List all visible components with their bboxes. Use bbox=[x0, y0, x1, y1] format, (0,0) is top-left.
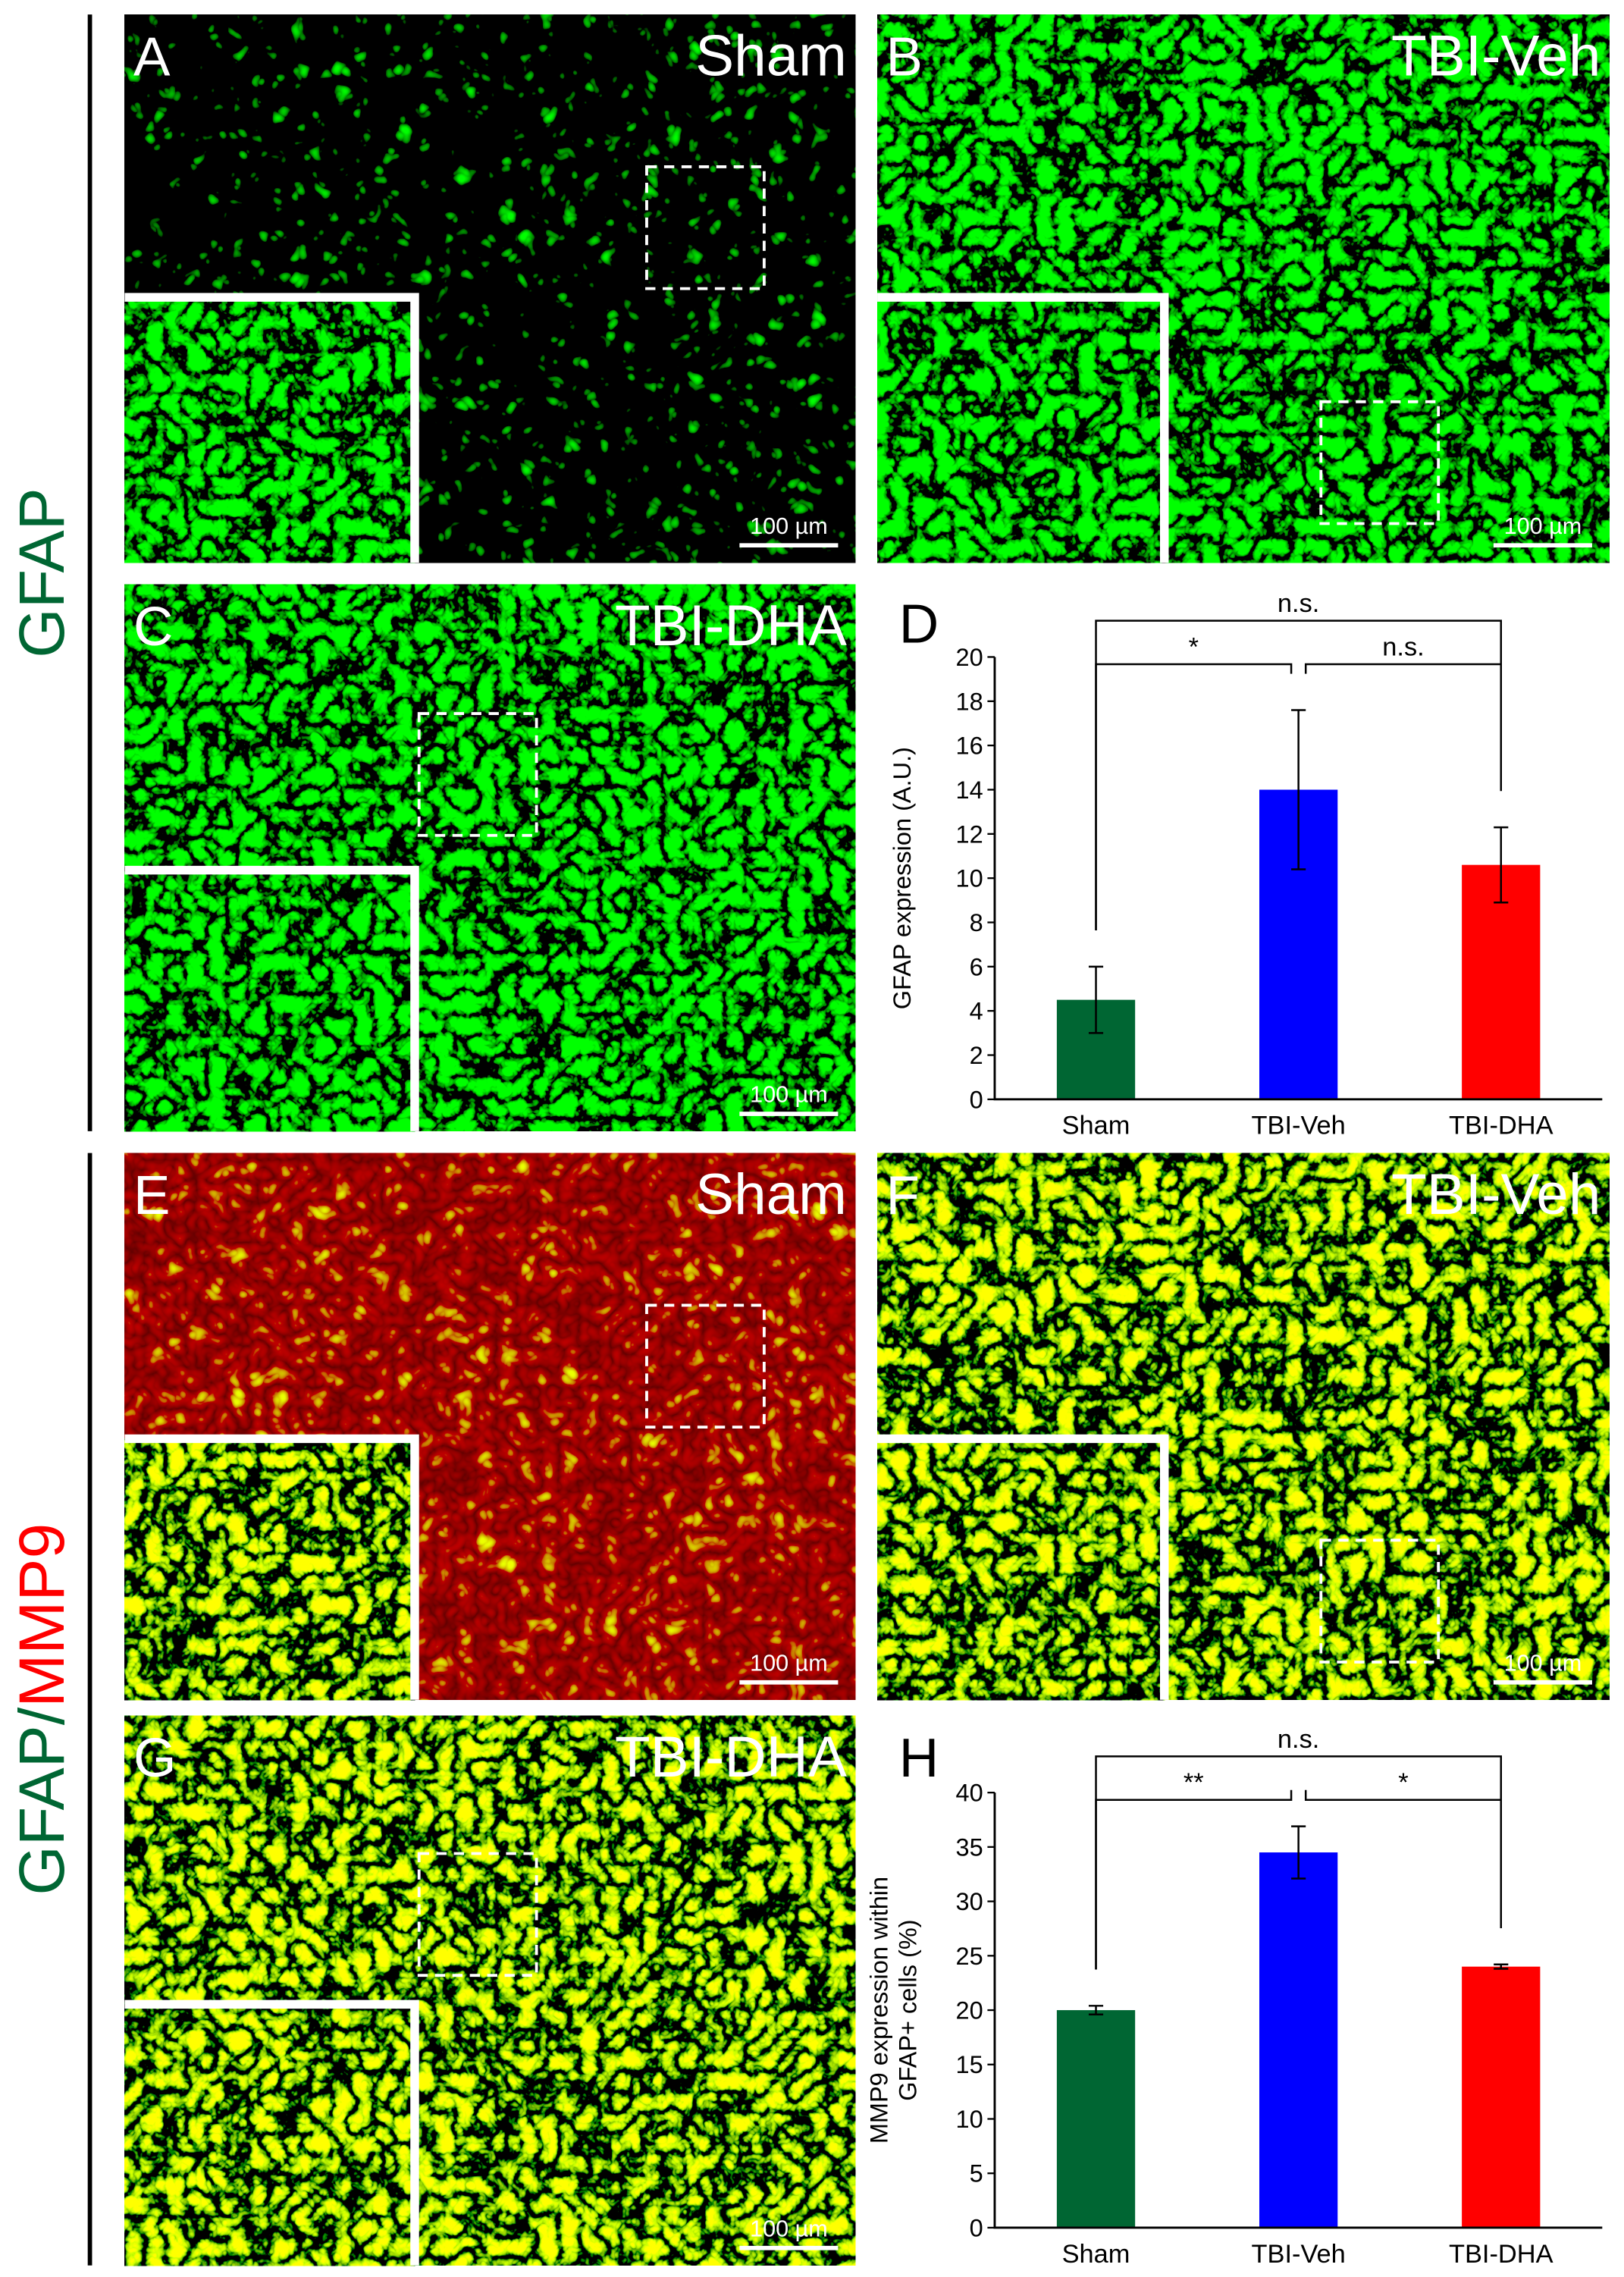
panel-letter: C bbox=[133, 596, 173, 657]
panel-letter: F bbox=[886, 1165, 920, 1226]
x-tick-label: Sham bbox=[1062, 1112, 1130, 1140]
significance-bracket bbox=[1095, 619, 1502, 931]
axes bbox=[993, 657, 1603, 1101]
row-label: GFAP/MMP9 bbox=[6, 1523, 77, 1896]
scale-label: 100 µm bbox=[750, 2216, 828, 2241]
scale-label: 100 µm bbox=[750, 1082, 828, 1108]
axes bbox=[993, 1792, 1603, 2229]
condition-label: TBI-DHA bbox=[615, 1725, 847, 1789]
row-label-part: MMP9 bbox=[6, 1523, 77, 1708]
y-tick-label: 15 bbox=[956, 2051, 983, 2078]
inset-texture bbox=[877, 1438, 1165, 1701]
zoom-region bbox=[417, 1852, 538, 1977]
inset-texture bbox=[124, 1438, 415, 1701]
bar bbox=[1462, 864, 1541, 1099]
row-label-part: / bbox=[6, 1707, 77, 1725]
y-tick-label: 12 bbox=[956, 820, 983, 848]
significance-label: n.s. bbox=[1278, 589, 1319, 618]
inset-border bbox=[124, 293, 419, 563]
panel-letter: A bbox=[133, 26, 171, 87]
zoom-region bbox=[417, 712, 538, 837]
row-label: GFAP bbox=[6, 488, 77, 657]
y-tick-label: 30 bbox=[956, 1888, 983, 1915]
significance-label: ** bbox=[1184, 1768, 1204, 1797]
significance-bracket bbox=[1304, 1789, 1502, 1928]
inset-texture bbox=[124, 2004, 415, 2266]
significance-label: * bbox=[1398, 1768, 1408, 1797]
bar bbox=[1462, 1966, 1541, 2228]
panel-letter: H bbox=[899, 1727, 939, 1789]
scale-label: 100 µm bbox=[1504, 513, 1582, 539]
y-axis-label: GFAP+ cells (%) bbox=[895, 1919, 922, 2100]
y-tick-label: 18 bbox=[956, 688, 983, 715]
condition-label: Sham bbox=[695, 24, 847, 88]
panel-letter: B bbox=[886, 26, 923, 87]
panel-letter: D bbox=[899, 593, 939, 654]
zoom-region bbox=[645, 165, 766, 290]
inset-texture bbox=[124, 297, 415, 563]
condition-label: TBI-DHA bbox=[615, 594, 847, 658]
y-tick-label: 0 bbox=[970, 1086, 983, 1113]
y-tick-label: 20 bbox=[956, 1997, 983, 2025]
row-label-part: GFAP bbox=[6, 488, 77, 657]
x-tick-label: TBI-DHA bbox=[1449, 1112, 1553, 1140]
y-tick-label: 14 bbox=[956, 776, 983, 804]
x-tick-label: Sham bbox=[1062, 2240, 1130, 2269]
x-tick-label: TBI-Veh bbox=[1251, 2240, 1345, 2269]
panel-letter: E bbox=[133, 1165, 170, 1226]
scale-label: 100 µm bbox=[750, 513, 828, 539]
condition-label: TBI-Veh bbox=[1391, 1162, 1600, 1227]
y-tick-label: 8 bbox=[970, 909, 983, 936]
y-tick-label: 25 bbox=[956, 1943, 983, 1970]
inset-texture bbox=[877, 297, 1165, 563]
y-tick-label: 20 bbox=[956, 644, 983, 671]
bar bbox=[1056, 2010, 1136, 2228]
y-tick-label: 0 bbox=[970, 2214, 983, 2241]
y-tick-label: 40 bbox=[956, 1780, 983, 1807]
inset-border bbox=[124, 865, 419, 1131]
significance-label: n.s. bbox=[1278, 1725, 1319, 1754]
panel-letter: G bbox=[133, 1727, 177, 1789]
condition-label: Sham bbox=[695, 1162, 847, 1227]
y-tick-label: 4 bbox=[970, 998, 983, 1025]
condition-label: TBI-Veh bbox=[1391, 24, 1600, 88]
inset-texture bbox=[124, 870, 415, 1132]
significance-label: * bbox=[1189, 633, 1199, 662]
row-label-part: GFAP bbox=[6, 1725, 77, 1895]
y-tick-label: 5 bbox=[970, 2160, 983, 2188]
inset-border bbox=[877, 293, 1169, 563]
y-axis-label: GFAP expression (A.U.) bbox=[889, 747, 916, 1009]
y-tick-label: 6 bbox=[970, 953, 983, 980]
significance-bracket bbox=[1304, 663, 1502, 792]
y-tick-label: 16 bbox=[956, 732, 983, 760]
zoom-region bbox=[1319, 400, 1441, 525]
y-tick-label: 10 bbox=[956, 2106, 983, 2133]
y-tick-label: 10 bbox=[956, 865, 983, 892]
y-tick-label: 2 bbox=[970, 1042, 983, 1069]
y-axis-label: MMP9 expression within bbox=[865, 1877, 892, 2144]
scale-label: 100 µm bbox=[1504, 1650, 1582, 1676]
bar bbox=[1259, 1852, 1338, 2228]
inset-border bbox=[877, 1434, 1169, 1700]
significance-label: n.s. bbox=[1382, 633, 1424, 662]
x-tick-label: TBI-DHA bbox=[1449, 2240, 1553, 2269]
inset-border bbox=[124, 1999, 419, 2266]
significance-bracket bbox=[1095, 1755, 1502, 1970]
zoom-region bbox=[1319, 1538, 1441, 1664]
y-tick-label: 35 bbox=[956, 1833, 983, 1861]
scale-label: 100 µm bbox=[750, 1650, 828, 1676]
x-tick-label: TBI-Veh bbox=[1251, 1112, 1345, 1140]
zoom-region bbox=[645, 1303, 766, 1429]
inset-border bbox=[124, 1434, 419, 1700]
